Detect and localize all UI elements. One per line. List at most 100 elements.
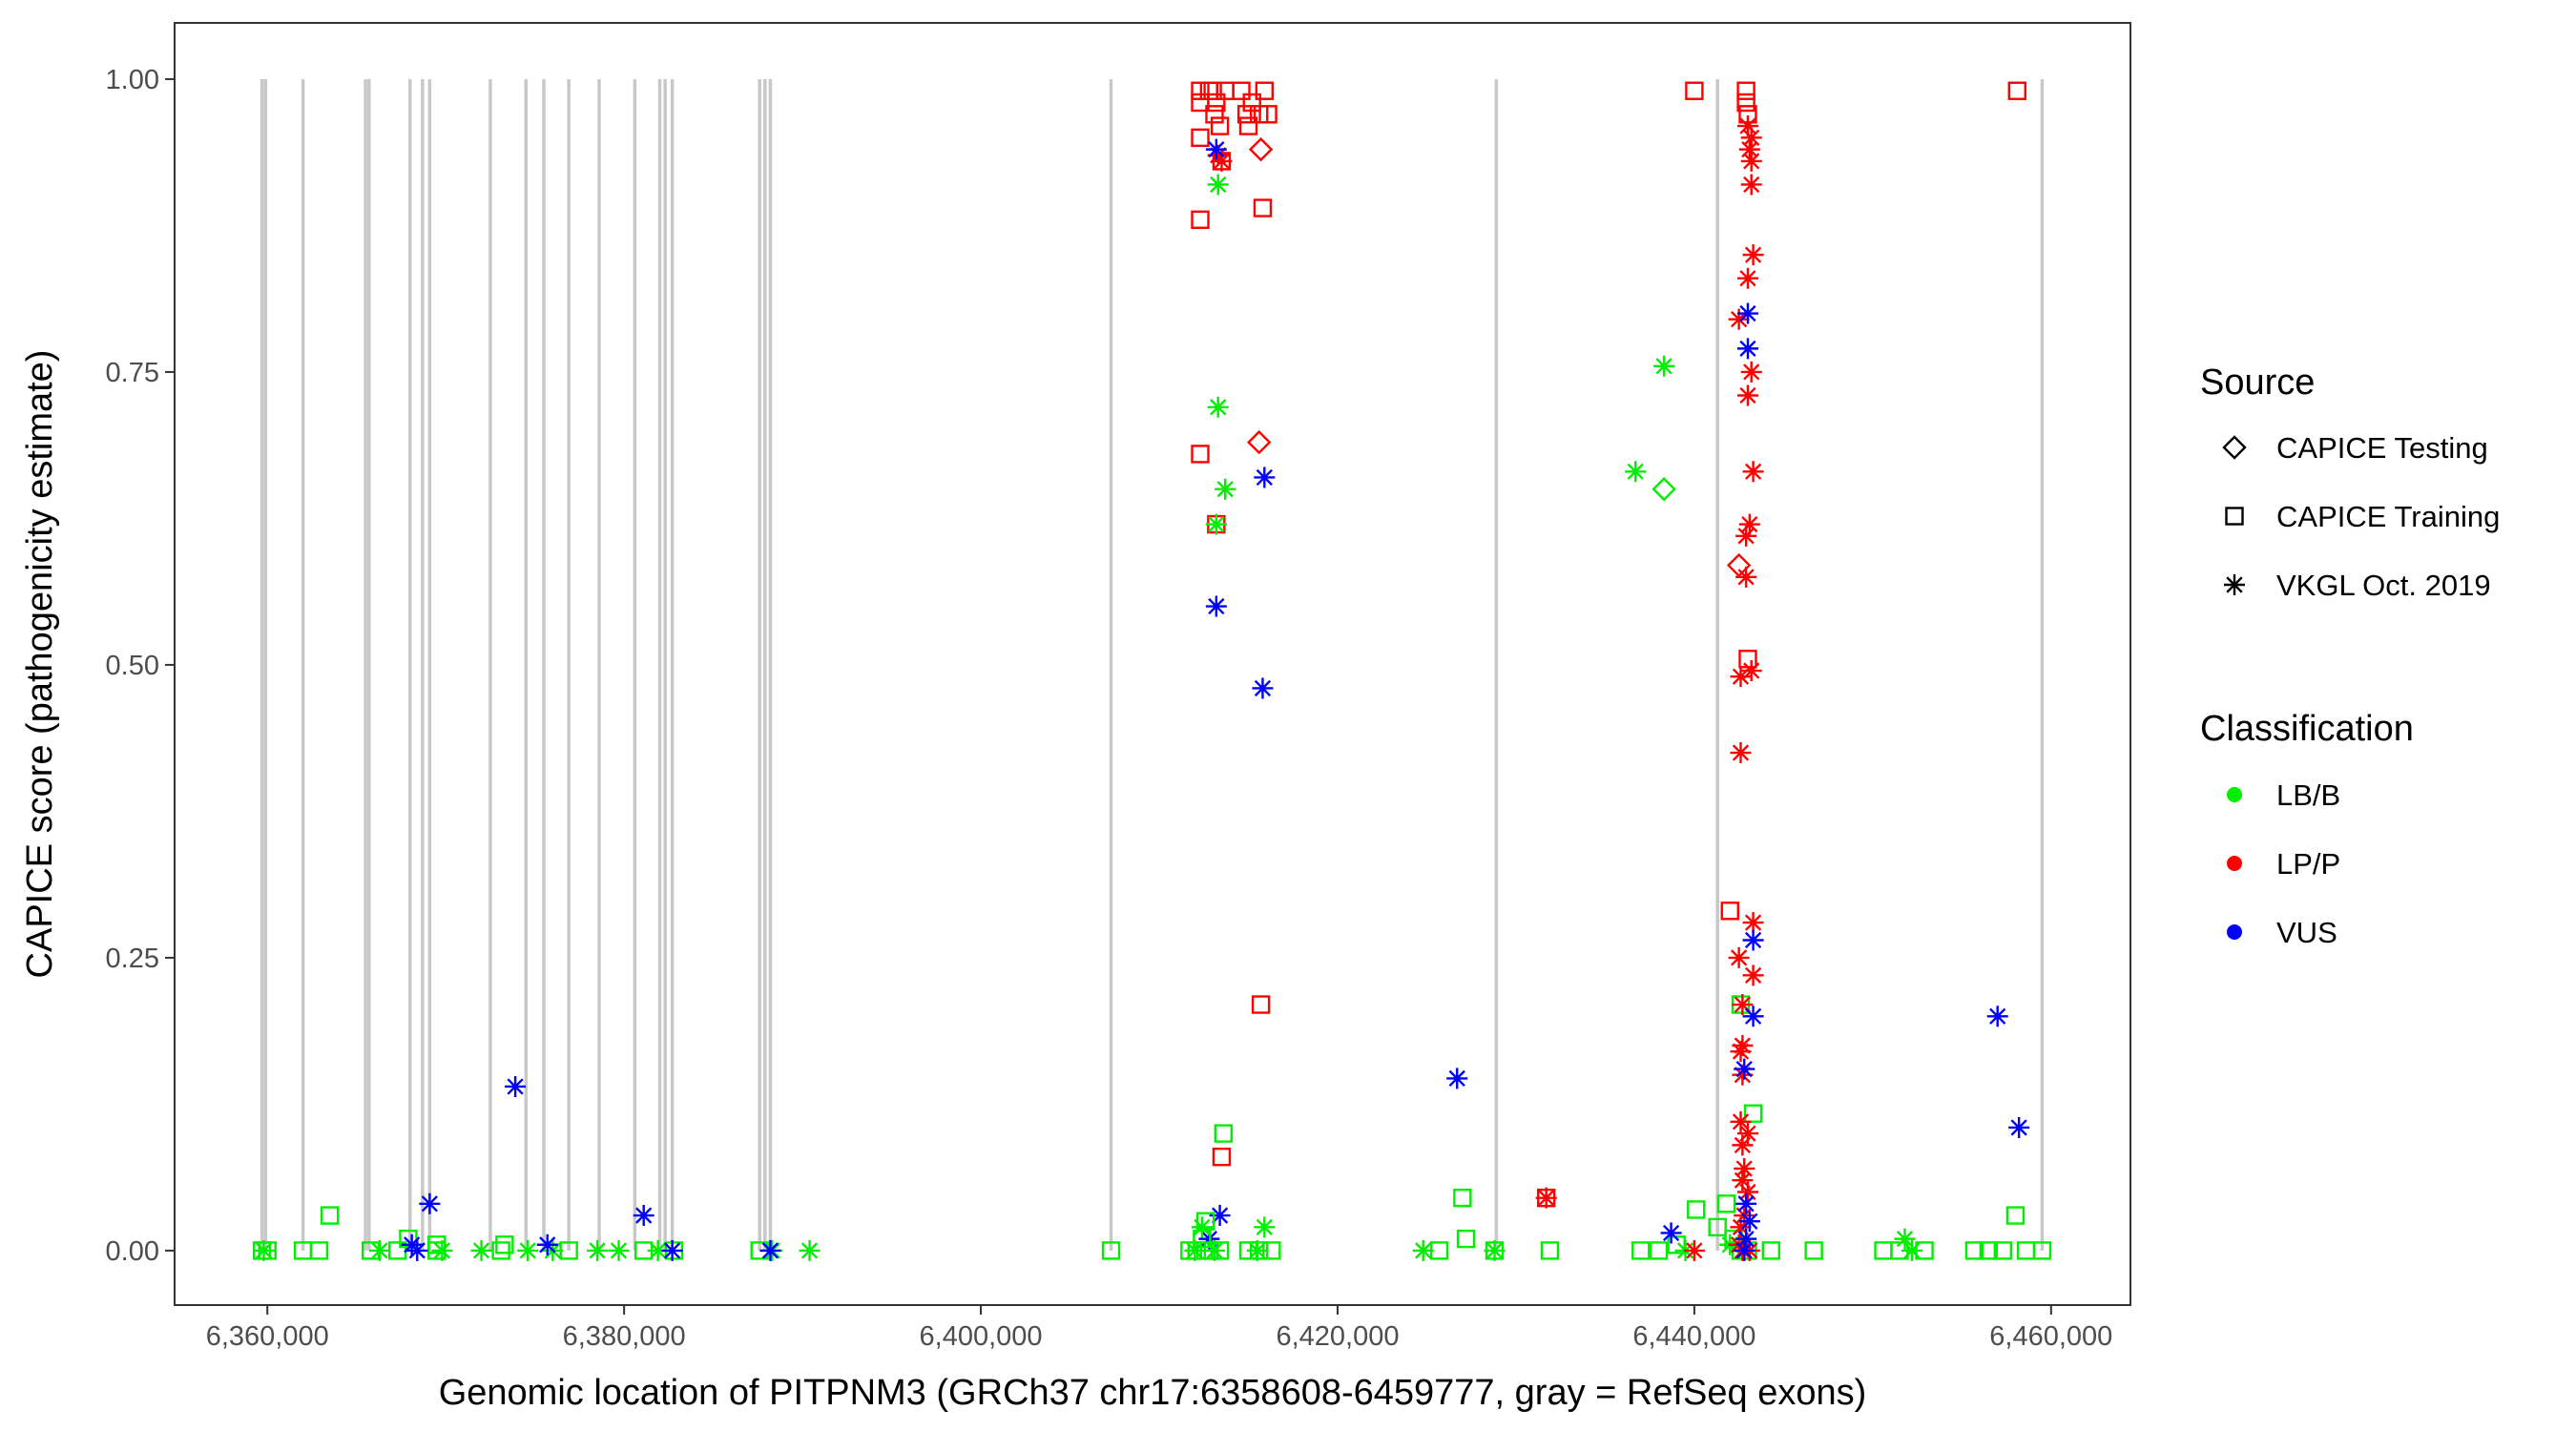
data-point — [1732, 1134, 1754, 1156]
data-point — [1740, 127, 1762, 149]
x-axis: 6,360,000 6,380,000 6,400,000 6,420,000 6,44… — [206, 1305, 2112, 1352]
data-point — [1730, 1110, 1752, 1132]
legend-label: VUS — [2276, 916, 2337, 949]
data-points — [252, 81, 2052, 1261]
data-point — [1986, 1006, 2008, 1027]
data-point — [1730, 1041, 1752, 1063]
data-point — [1205, 138, 1227, 160]
data-point — [491, 1241, 510, 1260]
x-tick-label: 6,400,000 — [920, 1321, 1043, 1352]
data-point — [1258, 105, 1278, 124]
data-point — [1210, 116, 1230, 135]
data-point — [505, 1075, 527, 1097]
data-point — [1728, 308, 1750, 330]
legend-item-classification: VUS — [2227, 916, 2337, 949]
data-point — [253, 1239, 275, 1261]
data-point — [1901, 1239, 1922, 1261]
legend-label: CAPICE Training — [2276, 500, 2500, 533]
data-point — [1453, 1188, 1472, 1208]
data-point — [1207, 144, 1229, 166]
data-point — [1740, 361, 1762, 383]
x-tick-label: 6,440,000 — [1632, 1321, 1755, 1352]
data-point — [1730, 742, 1752, 764]
data-point — [1254, 1216, 1276, 1238]
data-point — [1742, 244, 1764, 266]
data-point — [1238, 1241, 1258, 1260]
data-point — [1252, 677, 1274, 699]
data-point — [1734, 1239, 1755, 1261]
data-point — [1203, 1239, 1225, 1261]
data-point — [2007, 81, 2026, 100]
data-point — [1232, 81, 1251, 100]
data-point — [1740, 660, 1762, 682]
data-point — [1187, 1241, 1206, 1260]
data-point — [1209, 1205, 1231, 1227]
data-point — [1964, 1241, 1984, 1260]
dot-icon — [2227, 856, 2242, 871]
data-point — [1742, 461, 1764, 483]
data-point — [1205, 513, 1227, 535]
data-point — [1210, 1241, 1230, 1260]
data-point — [1191, 445, 1210, 464]
data-point — [1211, 150, 1233, 172]
legend-label: VKGL Oct. 2019 — [2276, 569, 2491, 602]
data-point — [1738, 513, 1760, 535]
legend-label: LP/P — [2276, 847, 2340, 881]
data-point — [633, 1205, 654, 1227]
data-point — [1742, 1006, 1764, 1027]
data-point — [1484, 1239, 1506, 1261]
y-tick-label: 0.50 — [106, 651, 159, 681]
legend-label: CAPICE Testing — [2276, 431, 2488, 465]
y-tick-label: 0.25 — [106, 944, 159, 974]
asterisk-icon — [2224, 574, 2245, 595]
data-point — [1535, 1187, 1557, 1209]
data-point — [1736, 267, 1758, 289]
data-point — [1250, 1241, 1269, 1260]
data-point — [1736, 93, 1755, 113]
data-point — [1736, 384, 1758, 406]
legend-item-source: CAPICE Training — [2225, 500, 2500, 533]
data-point — [1191, 210, 1210, 229]
data-point — [1238, 116, 1258, 135]
data-point — [1979, 1241, 1999, 1260]
exon-lines — [260, 78, 2045, 1251]
data-point — [647, 1239, 669, 1261]
data-point — [1740, 150, 1762, 172]
data-point — [419, 1192, 441, 1214]
data-point — [661, 1239, 683, 1261]
x-tick-label: 6,360,000 — [206, 1321, 329, 1352]
data-point — [369, 1239, 391, 1261]
data-point — [2005, 1206, 2025, 1225]
y-tick-label: 0.00 — [106, 1236, 159, 1267]
legend-source-title: Source — [2200, 363, 2315, 403]
data-point — [1735, 1228, 1757, 1250]
data-point — [1683, 1239, 1705, 1261]
data-point — [1738, 1211, 1760, 1233]
data-point — [1735, 525, 1757, 547]
data-point — [2032, 1241, 2052, 1260]
data-point — [495, 1235, 514, 1255]
data-point — [1736, 302, 1758, 324]
legend: Source Classification CAPICE Testing CAPI… — [2200, 363, 2500, 949]
data-point — [431, 1239, 453, 1261]
data-point — [587, 1239, 609, 1261]
data-point — [1412, 1239, 1434, 1261]
data-point — [1203, 81, 1222, 100]
dot-icon — [2227, 787, 2242, 802]
data-point — [427, 1235, 447, 1255]
y-tick-label: 1.00 — [106, 65, 159, 95]
data-point — [1743, 1104, 1763, 1123]
data-point — [1761, 1241, 1780, 1260]
data-point — [1212, 1147, 1232, 1167]
data-point — [1736, 1181, 1758, 1203]
data-point — [608, 1239, 630, 1261]
data-point — [1652, 477, 1676, 502]
dot-icon — [2227, 924, 2242, 940]
x-axis-title: Genomic location of PITPNM3 (GRCh37 chr1… — [439, 1373, 1867, 1413]
data-point — [1262, 1241, 1281, 1260]
data-point — [1736, 115, 1758, 137]
data-point — [1730, 1216, 1752, 1238]
data-point — [1251, 995, 1271, 1014]
data-point — [1732, 1035, 1754, 1057]
